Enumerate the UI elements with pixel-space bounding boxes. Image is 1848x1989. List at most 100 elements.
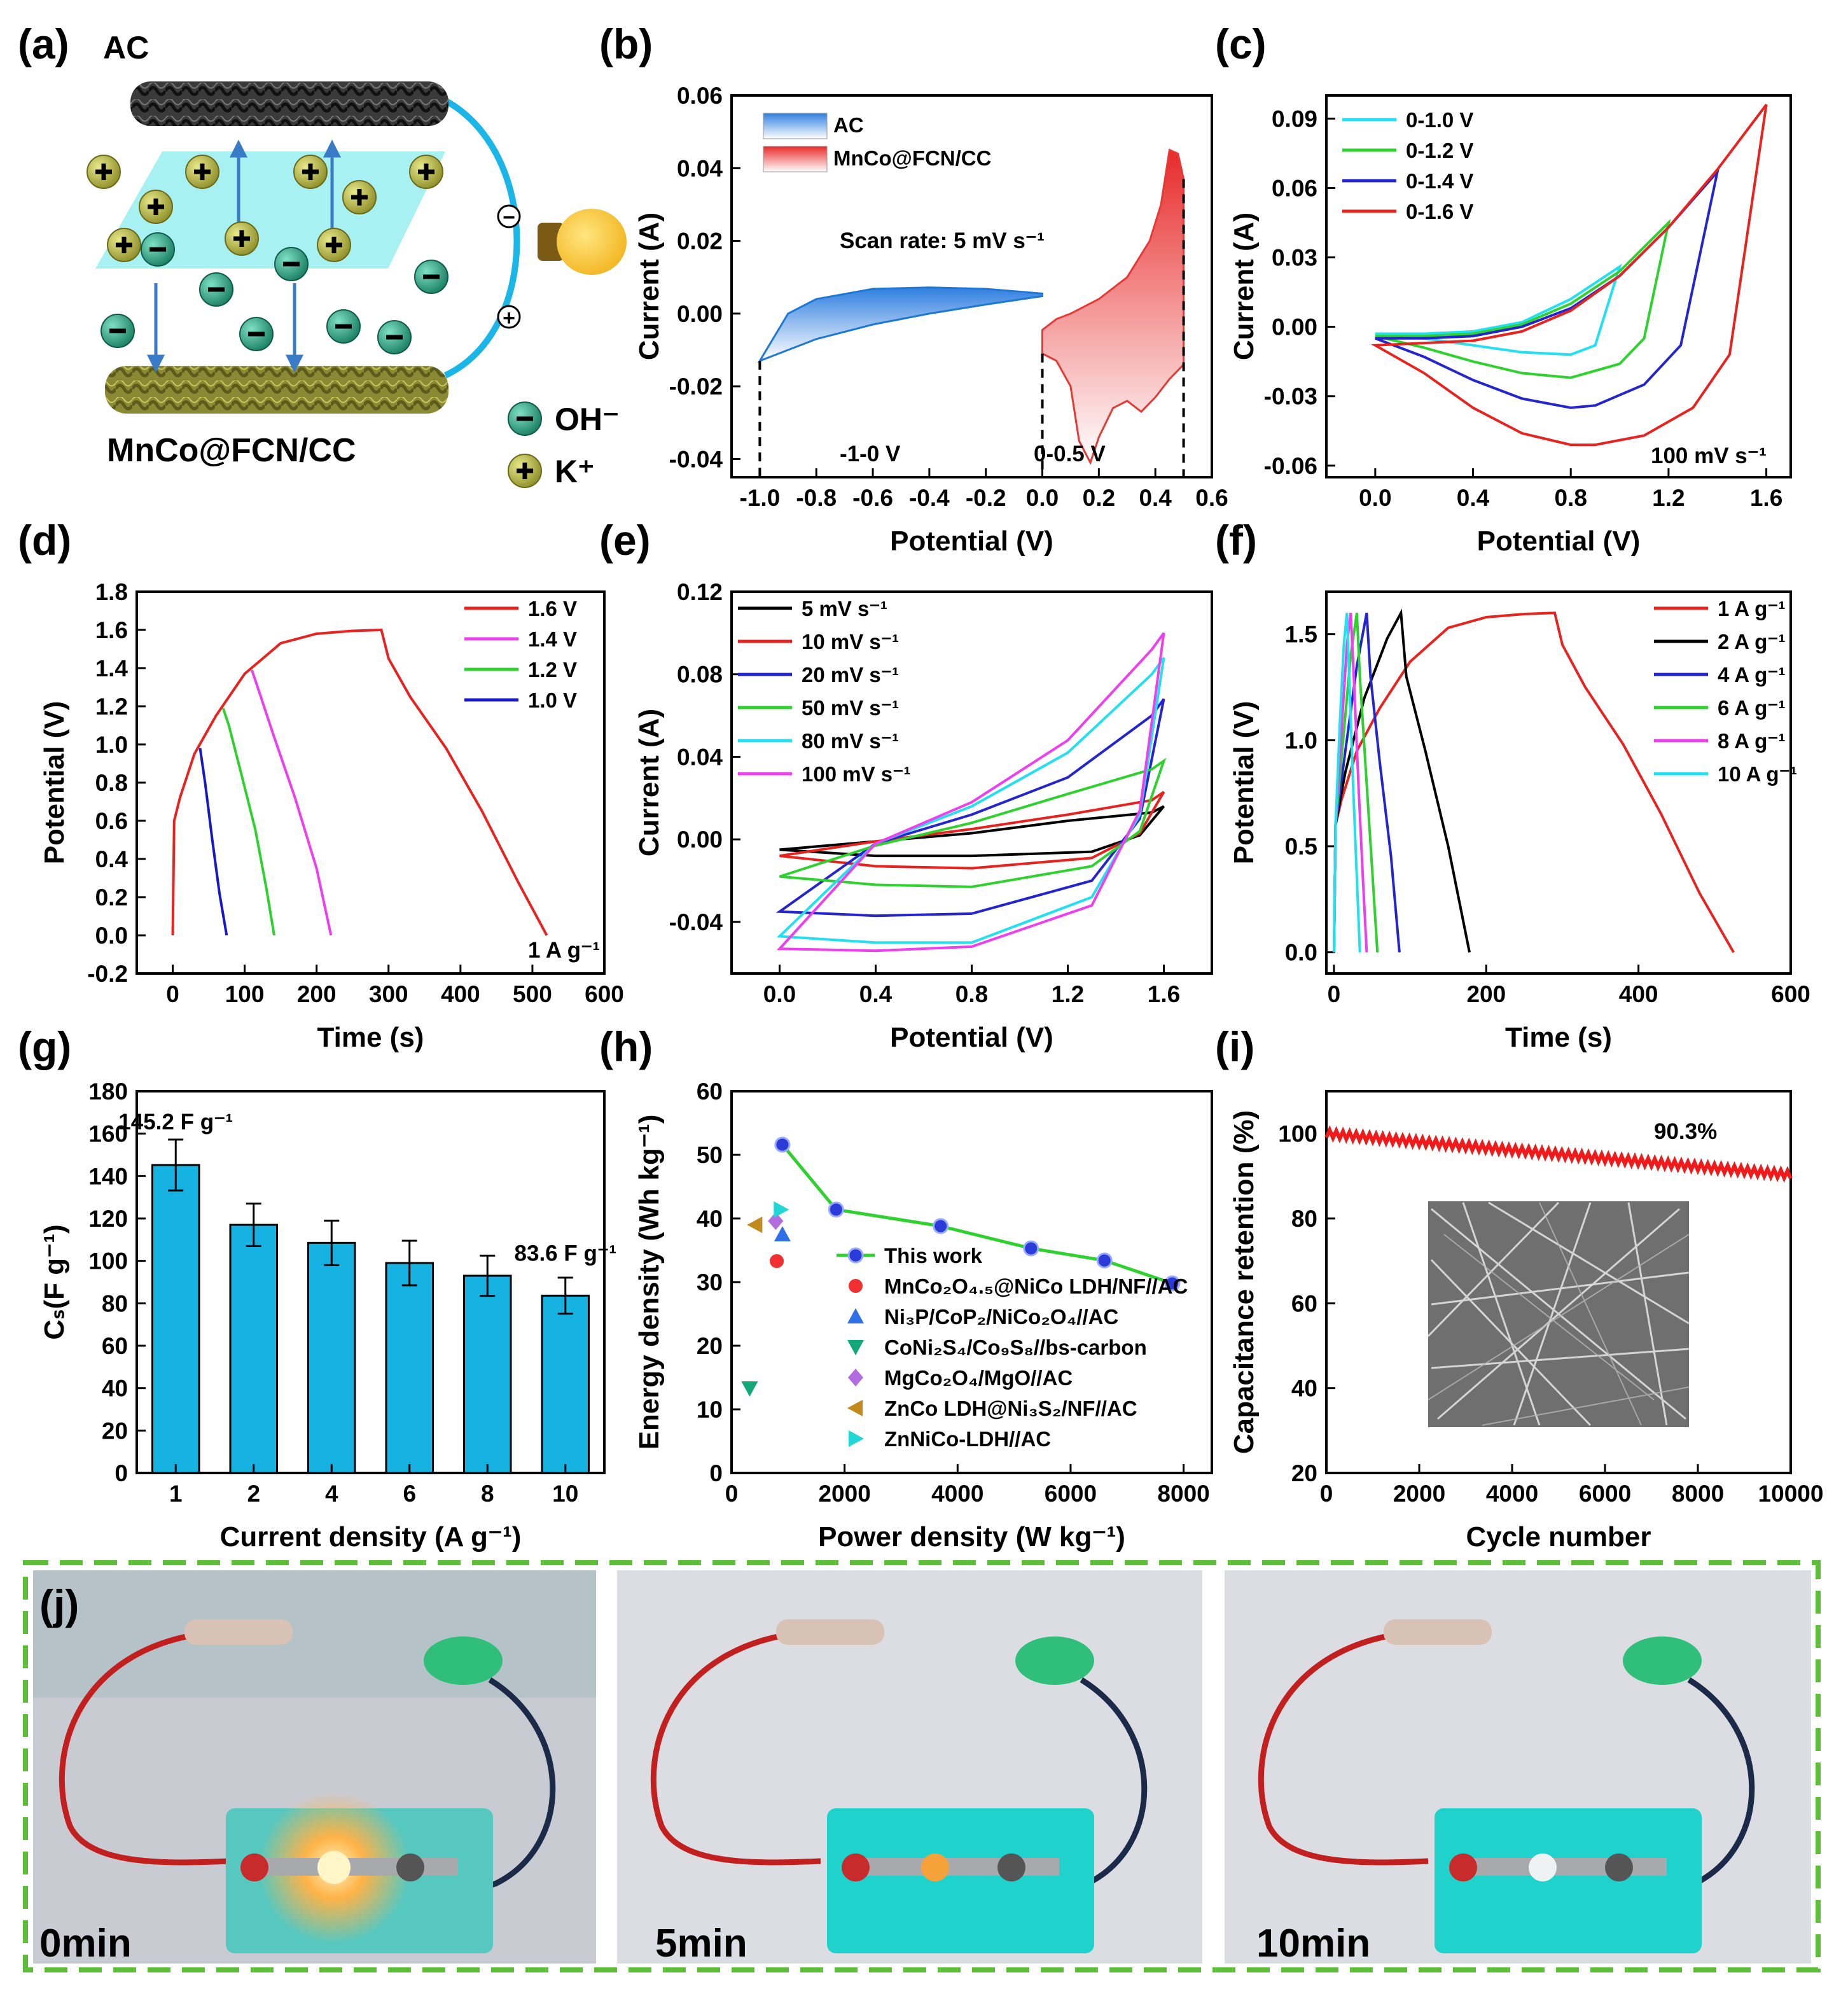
y-tick-label: 0.04 [677,744,723,770]
legend-swatch [763,113,828,139]
legend-marker [849,1430,864,1447]
legend-label: 1.2 V [528,658,577,681]
sem-inset-image [1427,1201,1690,1427]
panel-label-d: (d) [18,517,71,564]
photo-10min: 10min [1225,1570,1811,1965]
x-tick-label: 8000 [1157,1481,1209,1507]
schematic-ac-label: AC [103,30,149,66]
y-tick-label: 0.00 [677,827,723,853]
x-tick-label: 300 [369,981,408,1007]
x-tick-label: -0.6 [852,485,893,511]
y-axis-label: Cₛ(F g⁻¹) [39,1224,70,1339]
x-tick-label: 400 [1619,981,1658,1007]
svg-text:−: − [503,206,515,230]
y-tick-label: 120 [88,1206,128,1232]
y-tick-label: 50 [697,1142,723,1168]
bar-annotation: 145.2 F g⁻¹ [118,1110,233,1134]
gcd-current-densities-chart: 0 200 400 600 0.0 0.5 1.0 1.5 Time (s) Potential … [1228,590,1810,1053]
y-tick-label: -0.2 [87,961,128,987]
legend-label: MnCo@FCN/CC [833,146,991,170]
series-1-4-V [251,669,333,936]
x-tick-label: -0.4 [909,485,950,511]
photo-frame [23,1560,1821,1972]
k-ion-icon [87,155,121,189]
y-tick-label: 0.12 [677,579,723,605]
x-tick-label: 0.4 [1457,485,1490,511]
y-tick-label: 0.09 [1272,106,1317,132]
plot-frame [1325,1090,1792,1474]
panel-label-h: (h) [599,1023,653,1070]
panel-label-a: (a) [18,20,69,67]
y-tick-label: 1.2 [95,694,128,720]
y-tick-label: 0.0 [95,923,128,949]
y-axis-label: Potential (V) [1228,701,1260,865]
photo-0min: 0min [33,1570,596,1965]
legend-label: 80 mV s⁻¹ [802,729,899,753]
chart-annotation: 0-0.5 V [1034,442,1106,466]
light-bulb-icon [538,209,627,275]
y-tick-label: -0.03 [1264,384,1317,410]
y-tick-label: 1.0 [95,732,128,758]
external-wire [443,97,520,379]
mnco-electrode [105,366,448,414]
bar-6 [385,1262,434,1474]
legend-label: 5 mV s⁻¹ [802,597,887,620]
photo-label-0min: 0min [39,1922,132,1965]
y-tick-label: 20 [1291,1460,1317,1486]
y-tick-label: 0.08 [677,662,723,688]
data-point [747,1217,763,1233]
negative-terminal-icon: − [497,204,521,230]
legend-label: 20 mV s⁻¹ [802,663,899,687]
x-tick-label: 1 [169,1481,183,1507]
series-2-A-g- [1333,608,1471,953]
y-tick-label: -0.06 [1264,453,1317,479]
legend-label: 1.4 V [528,627,577,651]
legend-label: 10 mV s⁻¹ [802,630,899,653]
y-tick-label: 0.8 [95,770,128,796]
cycling-stability-chart: 0 2000 4000 6000 8000 10000 20 40 60 80 100 Cycle n… [1228,1090,1823,1553]
photo-label-5min: 5min [655,1922,747,1965]
y-tick-label: 60 [1291,1290,1317,1316]
y-tick-label: 0.02 [677,228,723,255]
legend-label: ZnCo LDH@Ni₃S₂/NF//AC [884,1397,1137,1420]
y-tick-label: 1.0 [1285,727,1317,753]
schematic-panel-a: AC [87,30,627,489]
x-tick-label: 10 [552,1481,578,1507]
x-tick-label: 0.8 [955,981,988,1007]
series-0-1-0-V [1375,263,1622,356]
schematic-mnco-label: MnCo@FCN/CC [107,432,356,469]
series-0-1-2-V [1375,218,1671,379]
x-tick-label: 0.8 [1554,485,1587,511]
x-tick-label: 0 [1320,1481,1333,1507]
data-point [1096,1252,1113,1269]
y-tick-label: 20 [697,1333,723,1359]
y-axis-label: Current (A) [1228,213,1260,360]
data-point [1023,1240,1039,1257]
legend-label: 0-1.6 V [1406,200,1473,223]
y-tick-label: 0.2 [95,884,128,911]
legend-marker [849,1279,863,1293]
oh-ion-icon [101,314,135,348]
x-tick-label: 0.2 [1083,485,1115,511]
x-tick-label: -1.0 [740,485,781,511]
photo-label-10min: 10min [1256,1922,1370,1965]
y-tick-label: 0.4 [95,846,129,872]
bar-annotation: 83.6 F g⁻¹ [515,1241,616,1266]
legend-label: 8 A g⁻¹ [1718,729,1786,753]
oh-ion-icon [239,317,274,351]
y-tick-label: 60 [102,1333,128,1359]
x-tick-label: 2 [247,1481,260,1507]
cv-loop-mnco [1041,148,1185,465]
legend-label: 0-1.4 V [1406,169,1473,193]
legend-label: 0-1.0 V [1406,108,1473,132]
x-tick-label: 500 [513,981,552,1007]
panel-label-j: (j) [39,1581,79,1628]
legend-label: MgCo₂O₄/MgO//AC [884,1366,1073,1390]
x-tick-label: 6 [403,1481,416,1507]
bar-4 [307,1241,356,1474]
chart-annotation: 1 A g⁻¹ [528,938,600,963]
legend-label: 4 A g⁻¹ [1718,663,1786,687]
svg-text:+: + [503,306,515,330]
x-tick-label: 0 [1328,981,1341,1007]
